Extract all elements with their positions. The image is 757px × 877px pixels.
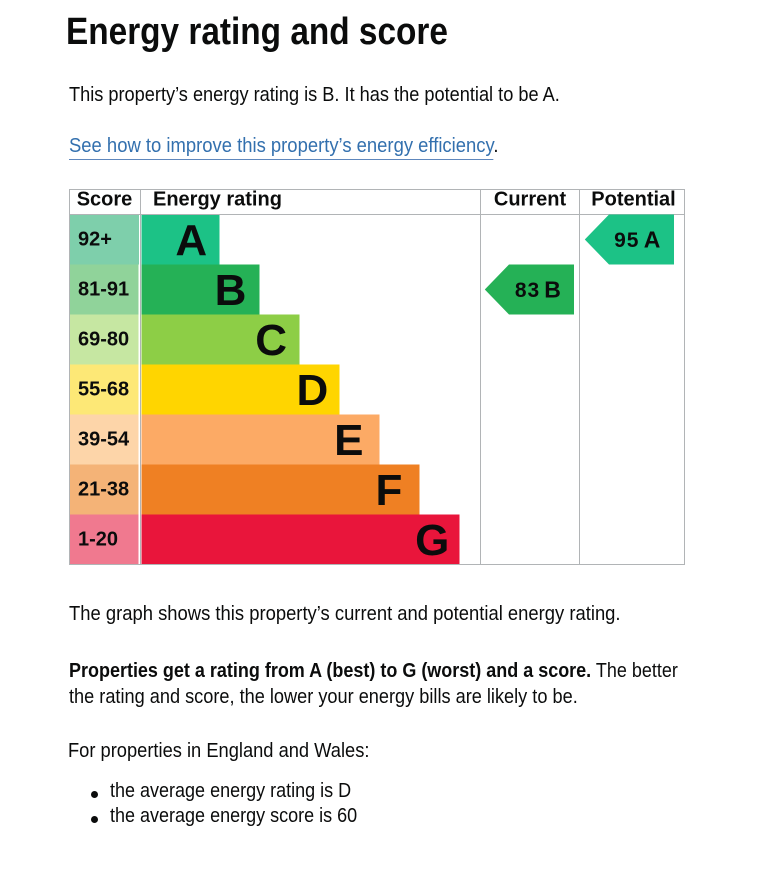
svg-text:Energy rating: Energy rating [153,189,282,211]
svg-text:D: D [297,366,329,415]
svg-text:39-54: 39-54 [78,429,130,451]
svg-text:A: A [644,226,661,252]
svg-text:Score: Score [77,189,133,211]
svg-text:G: G [415,516,449,565]
svg-text:C: C [255,316,287,365]
svg-text:B: B [215,266,247,315]
svg-text:95: 95 [614,229,639,252]
svg-text:1-20: 1-20 [78,529,118,551]
svg-text:B: B [544,276,561,302]
svg-text:F: F [375,466,402,515]
svg-text:Potential: Potential [591,189,675,211]
svg-text:83: 83 [515,279,540,302]
svg-text:81-91: 81-91 [78,279,129,301]
svg-text:69-80: 69-80 [78,329,129,351]
svg-text:Current: Current [494,189,567,211]
svg-text:92+: 92+ [78,229,112,251]
svg-text:55-68: 55-68 [78,379,129,401]
svg-text:A: A [175,216,207,265]
svg-text:E: E [334,416,363,465]
svg-text:21-38: 21-38 [78,479,129,501]
